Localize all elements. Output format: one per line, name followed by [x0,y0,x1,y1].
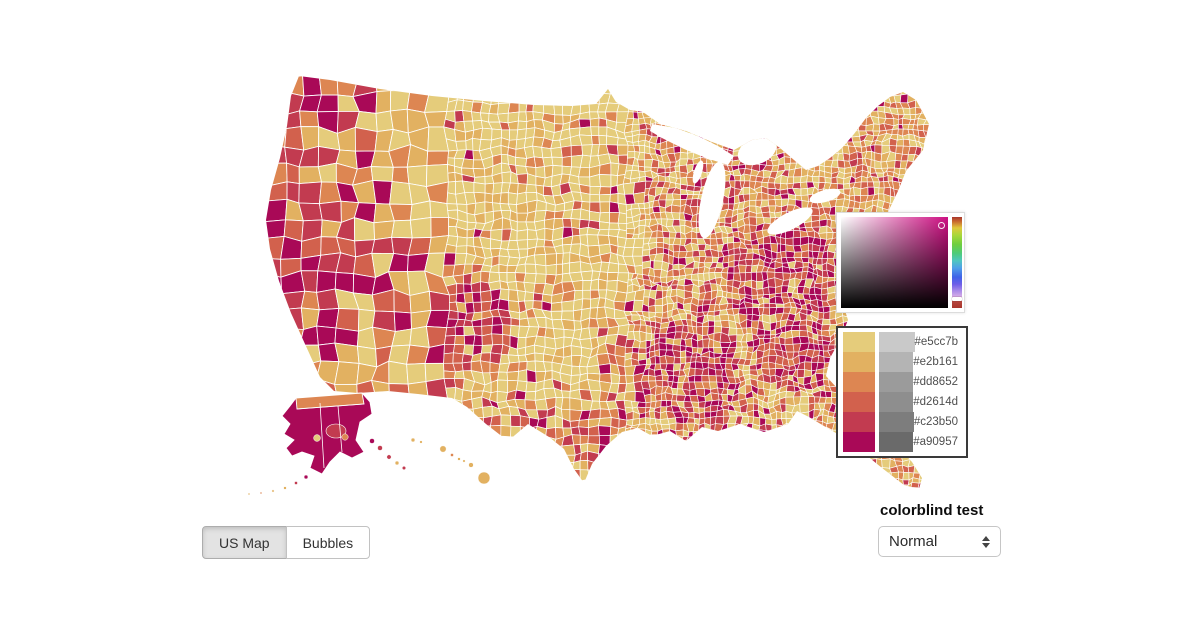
select-stepper-icon [982,535,990,548]
palette-swatch[interactable] [843,412,875,432]
legend-row: #e5cc7b [843,332,961,352]
grayscale-swatch [879,332,915,352]
hue-slider[interactable] [952,217,962,308]
bubbles-button[interactable]: Bubbles [285,526,371,559]
grayscale-swatch [878,432,914,452]
grayscale-swatch [878,392,914,412]
palette-hex-label: #e2b161 [913,356,958,368]
palette-swatch[interactable] [843,332,876,352]
colorblind-test-label: colorblind test [880,502,984,519]
legend-row: #e2b161 [843,352,961,372]
legend-row: #d2614d [843,392,961,412]
legend-row: #c23b50 [843,412,961,432]
us-map-button[interactable]: US Map [202,526,287,559]
palette-legend: #e5cc7b #e2b161 #dd8652 #d2614d #c23b50 #a909… [836,326,968,458]
grayscale-swatch [878,372,914,392]
view-toggle: US Map Bubbles [202,526,371,559]
palette-hex-label: #d2614d [913,396,958,408]
palette-swatch[interactable] [843,352,875,372]
palette-swatch[interactable] [843,432,875,452]
palette-hex-label: #a90957 [913,436,958,448]
great-lakes [650,124,841,239]
palette-swatch[interactable] [843,392,875,412]
saturation-value-area[interactable] [841,217,948,308]
hawaii[interactable] [410,437,491,485]
legend-row: #a90957 [843,432,961,452]
alaska[interactable] [247,392,407,496]
palette-hex-label: #c23b50 [913,416,958,428]
palette-swatch[interactable] [843,372,875,392]
county-mosaic[interactable] [264,73,932,491]
colorblind-select-value: Normal [889,533,938,550]
color-cursor-icon[interactable] [937,221,945,229]
hue-slider-handle[interactable] [952,297,962,302]
grayscale-swatch [878,412,914,432]
color-picker[interactable] [836,212,965,313]
colorblind-select[interactable]: Normal [878,526,1001,557]
palette-hex-label: #e5cc7b [914,336,958,348]
grayscale-swatch [878,352,914,372]
legend-row: #dd8652 [843,372,961,392]
palette-hex-label: #dd8652 [913,376,958,388]
